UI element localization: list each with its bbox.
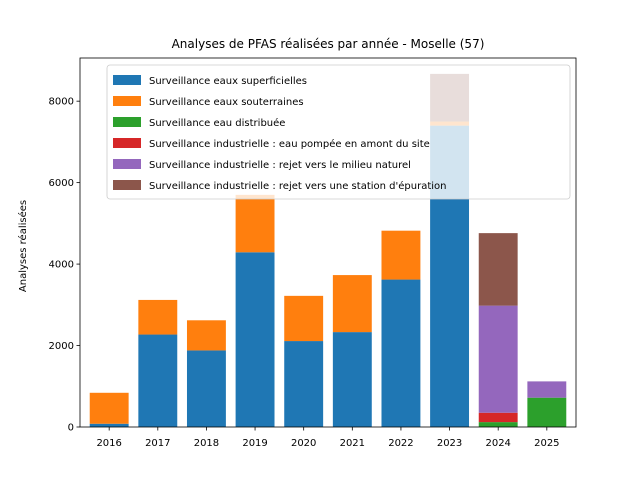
- plot-frame: [79, 57, 577, 428]
- chart-title: Analyses de PFAS réalisées par année - M…: [172, 37, 485, 51]
- x-tick-label: 2021: [340, 438, 365, 449]
- bar-2024-series-2: [478, 422, 518, 427]
- legend-label: Surveillance industrielle : eau pompée e…: [149, 138, 430, 150]
- legend-label: Surveillance industrielle : rejet vers u…: [149, 180, 446, 192]
- x-tick-label: 2025: [534, 438, 559, 449]
- x-tick-label: 2018: [194, 438, 219, 449]
- plot-area: [79, 57, 577, 428]
- bar-2024-series-4: [478, 305, 518, 413]
- legend-swatch: [113, 96, 141, 106]
- legend-frame: [106, 64, 571, 200]
- legend-swatch: [113, 75, 141, 85]
- legend-label: Surveillance eaux souterraines: [149, 97, 304, 108]
- legend-label: Surveillance eau distribuée: [149, 117, 285, 129]
- y-tick-label: 6000: [49, 178, 74, 189]
- legend-label: Surveillance industrielle : rejet vers l…: [149, 160, 411, 171]
- bar-2022-series-0: [381, 279, 421, 427]
- bar-2021-series-1: [332, 275, 372, 333]
- x-tick-label: 2022: [388, 438, 413, 449]
- bar-2016-series-1: [89, 392, 129, 424]
- bar-2024-series-5: [478, 233, 518, 306]
- legend: Surveillance eaux superficielles Surveill…: [106, 64, 571, 200]
- x-axis: 2016 2017 2018 2019 2020 2021 2022 2023 2024 2025: [96, 427, 560, 449]
- x-tick-label: 2020: [291, 438, 316, 449]
- bar-2025-series-4: [527, 381, 567, 398]
- y-tick-label: 8000: [49, 97, 74, 108]
- bar-2025-series-2: [527, 397, 567, 427]
- bar-2020-series-0: [284, 341, 324, 427]
- x-tick-label: 2024: [485, 438, 510, 449]
- y-axis-label: Analyses réalisées: [17, 200, 29, 292]
- bar-2017-series-1: [138, 299, 178, 335]
- x-tick-label: 2017: [145, 438, 170, 449]
- bar-2018-series-1: [186, 320, 226, 351]
- y-axis: 0 2000 4000 6000 8000: [49, 97, 80, 434]
- y-tick-label: 0: [68, 423, 74, 434]
- bar-2024-series-3: [478, 412, 518, 423]
- y-tick-label: 4000: [49, 260, 74, 271]
- bar-2019-series-0: [235, 252, 275, 427]
- legend-swatch: [113, 159, 141, 169]
- bar-2022-series-1: [381, 230, 421, 280]
- bar-2019-series-1: [235, 194, 275, 253]
- legend-swatch: [113, 138, 141, 148]
- bar-2016-series-0: [89, 423, 129, 427]
- x-tick-label: 2016: [96, 438, 121, 449]
- legend-label: Surveillance eaux superficielles: [149, 76, 307, 87]
- bar-2021-series-0: [332, 332, 372, 427]
- bar-2018-series-0: [186, 350, 226, 427]
- legend-swatch: [113, 180, 141, 190]
- bar-2017-series-0: [138, 334, 178, 427]
- y-tick-label: 2000: [49, 341, 74, 352]
- bar-2020-series-1: [284, 295, 324, 342]
- x-tick-label: 2023: [437, 438, 462, 449]
- x-tick-label: 2019: [242, 438, 267, 449]
- legend-swatch: [113, 117, 141, 127]
